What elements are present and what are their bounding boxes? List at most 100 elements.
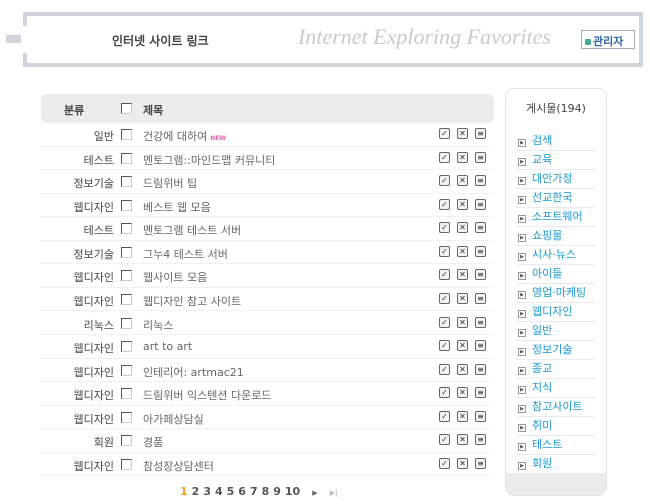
row-checkbox[interactable] bbox=[121, 458, 132, 470]
row-title-link[interactable]: 참성장상담센터 bbox=[143, 459, 214, 473]
delete-x-icon[interactable]: ✕ bbox=[457, 387, 468, 399]
page-link[interactable]: 7 bbox=[249, 485, 258, 498]
edit-check-icon[interactable]: ✓ bbox=[439, 151, 450, 163]
sidebar-category-link[interactable]: ▶ 소프트웨어 bbox=[516, 208, 596, 227]
sidebar-category-link[interactable]: ▶ 검색 bbox=[516, 132, 596, 151]
next-page-icon[interactable]: ▶ bbox=[312, 489, 318, 497]
row-checkbox[interactable] bbox=[121, 199, 132, 211]
row-title-link[interactable]: 멘토그램::마인드맵 커뮤니티 bbox=[143, 153, 276, 167]
delete-x-icon[interactable]: ✕ bbox=[457, 222, 468, 234]
edit-check-icon[interactable]: ✓ bbox=[439, 457, 450, 469]
view-list-icon[interactable]: ≡ bbox=[475, 292, 486, 304]
row-title-link[interactable]: 웹사이트 모음 bbox=[143, 271, 208, 285]
page-link[interactable]: 3 bbox=[203, 485, 211, 498]
sidebar-category-link[interactable]: ▶ 아이들 bbox=[516, 265, 596, 284]
sidebar-category-link[interactable]: ▶ 종교 bbox=[516, 360, 596, 379]
view-list-icon[interactable]: ≡ bbox=[475, 434, 486, 446]
row-checkbox[interactable] bbox=[121, 435, 132, 447]
delete-x-icon[interactable]: ✕ bbox=[457, 175, 468, 187]
sidebar-category-link[interactable]: ▶ 참고사이트 bbox=[516, 398, 596, 417]
view-list-icon[interactable]: ≡ bbox=[475, 222, 486, 234]
row-checkbox[interactable] bbox=[121, 129, 132, 140]
admin-button[interactable]: 관리자 bbox=[581, 30, 635, 49]
row-checkbox[interactable] bbox=[121, 411, 132, 423]
delete-x-icon[interactable]: ✕ bbox=[457, 128, 468, 139]
sidebar-category-link[interactable]: ▶ 웹디자인 bbox=[516, 303, 596, 322]
page-link[interactable]: 1 bbox=[180, 485, 188, 498]
delete-x-icon[interactable]: ✕ bbox=[457, 457, 468, 469]
delete-x-icon[interactable]: ✕ bbox=[457, 292, 468, 304]
row-checkbox[interactable] bbox=[121, 341, 132, 353]
page-link[interactable]: 4 bbox=[214, 485, 223, 498]
view-list-icon[interactable]: ≡ bbox=[475, 245, 486, 257]
select-all-checkbox[interactable] bbox=[121, 103, 132, 114]
row-title-link[interactable]: 웹디자인 참고 사이트 bbox=[143, 294, 242, 308]
page-link[interactable]: 5 bbox=[226, 485, 235, 498]
sidebar-category-link[interactable]: ▶ 회원 bbox=[516, 455, 596, 474]
row-title-link[interactable]: 그누4 테스트 서버 bbox=[143, 247, 228, 261]
view-list-icon[interactable]: ≡ bbox=[475, 457, 486, 469]
row-title-link[interactable]: 드림위버 팁 bbox=[143, 177, 198, 191]
row-checkbox[interactable] bbox=[121, 364, 132, 376]
row-checkbox[interactable] bbox=[121, 388, 132, 400]
sidebar-category-link[interactable]: ▶ 테스트 bbox=[516, 436, 596, 455]
edit-check-icon[interactable]: ✓ bbox=[439, 292, 450, 304]
view-list-icon[interactable]: ≡ bbox=[475, 269, 486, 281]
sidebar-category-link[interactable]: ▶ 대안가정 bbox=[516, 170, 596, 189]
delete-x-icon[interactable]: ✕ bbox=[457, 340, 468, 352]
view-list-icon[interactable]: ≡ bbox=[475, 175, 486, 187]
row-title-link[interactable]: 드림위버 익스텐션 다운로드 bbox=[143, 389, 272, 403]
sidebar-category-link[interactable]: ▶ 일반 bbox=[516, 322, 596, 341]
sidebar-category-link[interactable]: ▶ 정보기술 bbox=[516, 341, 596, 360]
view-list-icon[interactable]: ≡ bbox=[475, 128, 486, 139]
edit-check-icon[interactable]: ✓ bbox=[439, 128, 450, 139]
row-title-link[interactable]: 멘토그램 테스트 서버 bbox=[143, 224, 242, 238]
delete-x-icon[interactable]: ✕ bbox=[457, 316, 468, 328]
row-title-link[interactable]: 베스트 웹 모음 bbox=[143, 200, 211, 214]
delete-x-icon[interactable]: ✕ bbox=[457, 198, 468, 210]
view-list-icon[interactable]: ≡ bbox=[475, 151, 486, 163]
edit-check-icon[interactable]: ✓ bbox=[439, 387, 450, 399]
row-checkbox[interactable] bbox=[121, 176, 132, 188]
sidebar-category-link[interactable]: ▶ 쇼핑몰 bbox=[516, 227, 596, 246]
row-checkbox[interactable] bbox=[121, 317, 132, 329]
view-list-icon[interactable]: ≡ bbox=[475, 387, 486, 399]
row-checkbox[interactable] bbox=[121, 246, 132, 258]
row-title-link[interactable]: 인테리어: artmac21 bbox=[143, 365, 244, 379]
sidebar-category-link[interactable]: ▶ 시사·뉴스 bbox=[516, 246, 596, 265]
sidebar-category-link[interactable]: ▶ 취미 bbox=[516, 417, 596, 436]
row-checkbox[interactable] bbox=[121, 293, 132, 305]
edit-check-icon[interactable]: ✓ bbox=[439, 198, 450, 210]
edit-check-icon[interactable]: ✓ bbox=[439, 175, 450, 187]
delete-x-icon[interactable]: ✕ bbox=[457, 151, 468, 163]
last-page-icon[interactable]: ▶| bbox=[329, 489, 338, 497]
row-checkbox[interactable] bbox=[121, 270, 132, 282]
edit-check-icon[interactable]: ✓ bbox=[439, 410, 450, 422]
row-checkbox[interactable] bbox=[121, 152, 132, 164]
edit-check-icon[interactable]: ✓ bbox=[439, 245, 450, 257]
edit-check-icon[interactable]: ✓ bbox=[439, 340, 450, 352]
row-title-link[interactable]: 아가페상담실 bbox=[143, 412, 204, 426]
page-link[interactable]: 10 bbox=[284, 485, 301, 498]
delete-x-icon[interactable]: ✕ bbox=[457, 410, 468, 422]
delete-x-icon[interactable]: ✕ bbox=[457, 363, 468, 375]
sidebar-category-link[interactable]: ▶ 선교한국 bbox=[516, 189, 596, 208]
view-list-icon[interactable]: ≡ bbox=[475, 340, 486, 352]
sidebar-category-link[interactable]: ▶ 지식 bbox=[516, 379, 596, 398]
row-title-link[interactable]: 경품 bbox=[143, 436, 164, 450]
view-list-icon[interactable]: ≡ bbox=[475, 316, 486, 328]
page-link[interactable]: 6 bbox=[238, 485, 246, 498]
row-title-link[interactable]: 리눅스 bbox=[143, 318, 174, 332]
view-list-icon[interactable]: ≡ bbox=[475, 410, 486, 422]
delete-x-icon[interactable]: ✕ bbox=[457, 269, 468, 281]
sidebar-category-link[interactable]: ▶ 영업·마케팅 bbox=[516, 284, 596, 303]
delete-x-icon[interactable]: ✕ bbox=[457, 434, 468, 446]
edit-check-icon[interactable]: ✓ bbox=[439, 363, 450, 375]
edit-check-icon[interactable]: ✓ bbox=[439, 222, 450, 234]
view-list-icon[interactable]: ≡ bbox=[475, 198, 486, 210]
sidebar-category-link[interactable]: ▶ 교육 bbox=[516, 151, 596, 170]
row-title-link[interactable]: 건강에 대하여 NEW bbox=[143, 130, 226, 143]
page-link[interactable]: 9 bbox=[273, 485, 281, 498]
delete-x-icon[interactable]: ✕ bbox=[457, 245, 468, 257]
edit-check-icon[interactable]: ✓ bbox=[439, 269, 450, 281]
